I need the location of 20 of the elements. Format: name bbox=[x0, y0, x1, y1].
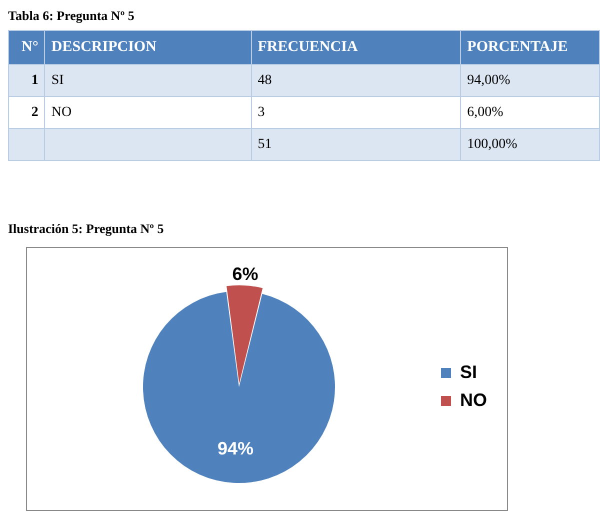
text: Tabla 6: Pregunta Nº 5 bbox=[8, 8, 136, 24]
text: 1 bbox=[8, 64, 45, 96]
chart-title: Ilustración 5: Pregunta Nº 5 bbox=[8, 221, 165, 237]
text: FRECUENCIA bbox=[251, 30, 461, 64]
legend-label: NO bbox=[460, 390, 487, 410]
text: 3 bbox=[251, 96, 461, 128]
text: 6,00% bbox=[460, 96, 600, 128]
text: SI bbox=[44, 64, 252, 96]
text: 94,00% bbox=[460, 64, 600, 96]
legend-label: SI bbox=[460, 362, 478, 382]
text: 51 bbox=[251, 128, 461, 160]
text: 100,00% bbox=[460, 128, 600, 160]
text: NO bbox=[44, 96, 252, 128]
data-label: 94% bbox=[218, 438, 254, 458]
text: N° bbox=[8, 30, 45, 64]
text: 2 bbox=[8, 96, 45, 128]
text: 48 bbox=[251, 64, 461, 96]
text: DESCRIPCION bbox=[44, 30, 252, 64]
data-label: 6% bbox=[232, 264, 258, 284]
text: PORCENTAJE bbox=[460, 30, 600, 64]
